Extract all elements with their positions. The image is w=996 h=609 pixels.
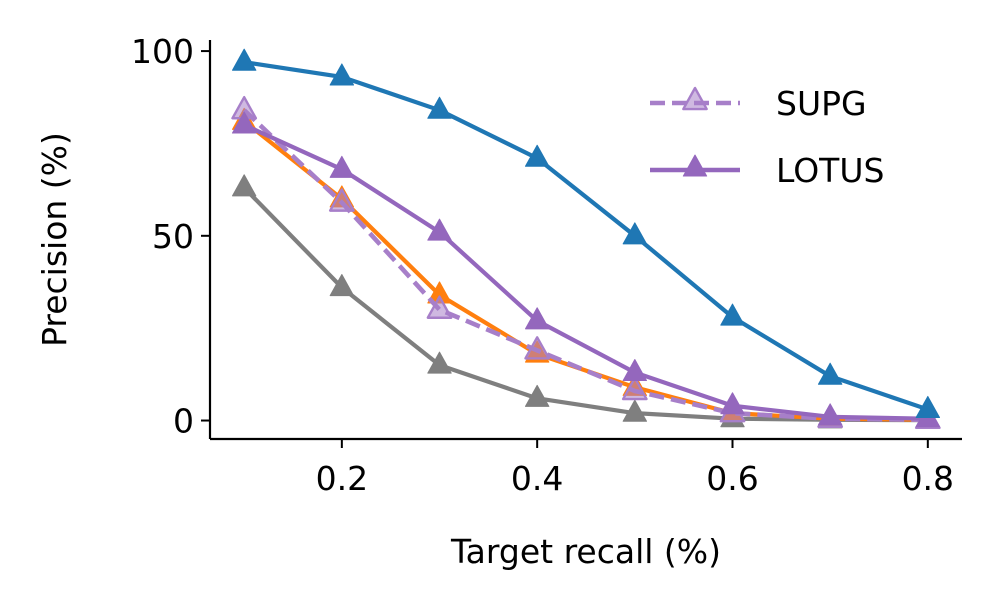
plot-area: [231, 48, 941, 430]
legend-label: LOTUS: [776, 151, 884, 190]
data-point: [231, 111, 257, 134]
legend-item-supg: SUPG: [650, 84, 867, 123]
x-axis-ticks: 0.2 0.4 0.6 0.8: [316, 439, 954, 498]
data-point: [329, 155, 355, 178]
x-axis-label: Target recall (%): [450, 532, 721, 571]
data-point: [720, 303, 745, 326]
x-tick-label: 0.8: [902, 459, 954, 498]
y-axis-label: Precision (%): [35, 132, 74, 347]
y-tick-label: 50: [152, 217, 194, 256]
y-tick-label: 100: [131, 32, 194, 71]
data-point: [426, 295, 453, 319]
data-point: [817, 403, 843, 426]
legend-marker: [682, 86, 708, 111]
data-point: [231, 174, 257, 197]
series-unlabeled-0: [231, 174, 941, 429]
series-line: [242, 60, 930, 412]
data-point: [328, 188, 355, 212]
legend-label: SUPG: [776, 84, 867, 123]
data-point: [524, 144, 550, 167]
data-point: [720, 392, 745, 415]
legend-item-lotus: LOTUS: [650, 151, 884, 190]
series-line: [242, 185, 930, 423]
data-point: [329, 63, 355, 86]
series-line: [242, 108, 928, 423]
data-point: [524, 307, 550, 330]
data-point: [427, 218, 452, 241]
data-point: [524, 384, 550, 407]
data-point: [622, 359, 648, 382]
series-layer: [231, 48, 941, 430]
data-point: [329, 274, 355, 297]
legend-marker: [682, 154, 708, 177]
x-tick-label: 0.6: [706, 459, 758, 498]
series-lotus: [231, 111, 941, 428]
x-tick-label: 0.4: [511, 459, 563, 498]
data-point: [622, 222, 648, 245]
data-point: [231, 48, 257, 71]
data-point: [622, 399, 648, 422]
legend: SUPG LOTUS: [650, 84, 884, 190]
x-tick-label: 0.2: [316, 459, 368, 498]
data-point: [427, 351, 452, 374]
data-point: [621, 376, 648, 401]
data-point: [915, 395, 941, 419]
y-axis-ticks: 0 50 100: [131, 32, 210, 441]
data-point: [427, 96, 452, 119]
series-line: [242, 122, 930, 421]
data-point: [817, 362, 843, 385]
data-point: [524, 336, 551, 360]
y-tick-label: 0: [173, 402, 194, 441]
series-unlabeled-4: [231, 48, 941, 419]
